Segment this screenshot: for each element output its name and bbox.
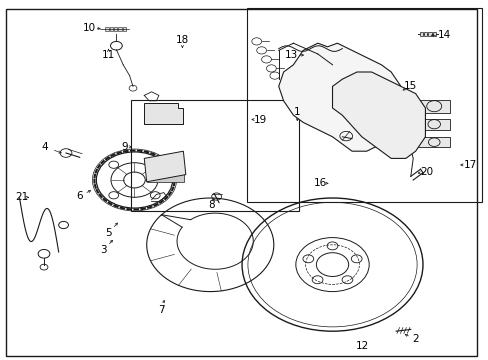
Bar (417, 119, 449, 130)
Bar (417, 100, 449, 113)
Text: 21: 21 (15, 192, 29, 202)
Text: 20: 20 (419, 167, 432, 177)
Polygon shape (278, 43, 400, 151)
Bar (105, 27, 108, 31)
Bar (432, 32, 435, 36)
Bar (122, 27, 126, 31)
Bar (146, 169, 183, 182)
Text: 10: 10 (83, 23, 96, 33)
Polygon shape (144, 103, 183, 124)
Text: 18: 18 (175, 35, 189, 45)
Text: 15: 15 (403, 81, 417, 91)
Text: 3: 3 (100, 245, 107, 255)
Bar (417, 137, 449, 147)
Bar (131, 100, 299, 211)
Text: 16: 16 (313, 178, 326, 188)
Text: 6: 6 (76, 191, 82, 201)
Text: 7: 7 (158, 305, 164, 315)
Text: 14: 14 (436, 30, 450, 40)
Bar (427, 32, 431, 36)
Bar (247, 8, 481, 202)
Text: 19: 19 (253, 114, 266, 125)
Bar (419, 32, 422, 36)
Bar (423, 32, 427, 36)
Circle shape (385, 93, 396, 102)
Text: 12: 12 (355, 341, 369, 351)
Bar (144, 113, 183, 124)
Bar (109, 27, 113, 31)
Text: 8: 8 (207, 200, 214, 210)
Polygon shape (332, 72, 425, 158)
Text: 13: 13 (285, 50, 298, 60)
Text: 17: 17 (463, 160, 476, 170)
Text: 11: 11 (102, 50, 115, 60)
Polygon shape (144, 151, 185, 182)
Text: 1: 1 (293, 107, 300, 117)
Text: 9: 9 (122, 142, 128, 152)
Bar (114, 27, 117, 31)
Bar (118, 27, 122, 31)
Text: 5: 5 (105, 228, 112, 238)
Text: 4: 4 (41, 142, 48, 152)
Text: 2: 2 (411, 334, 418, 344)
